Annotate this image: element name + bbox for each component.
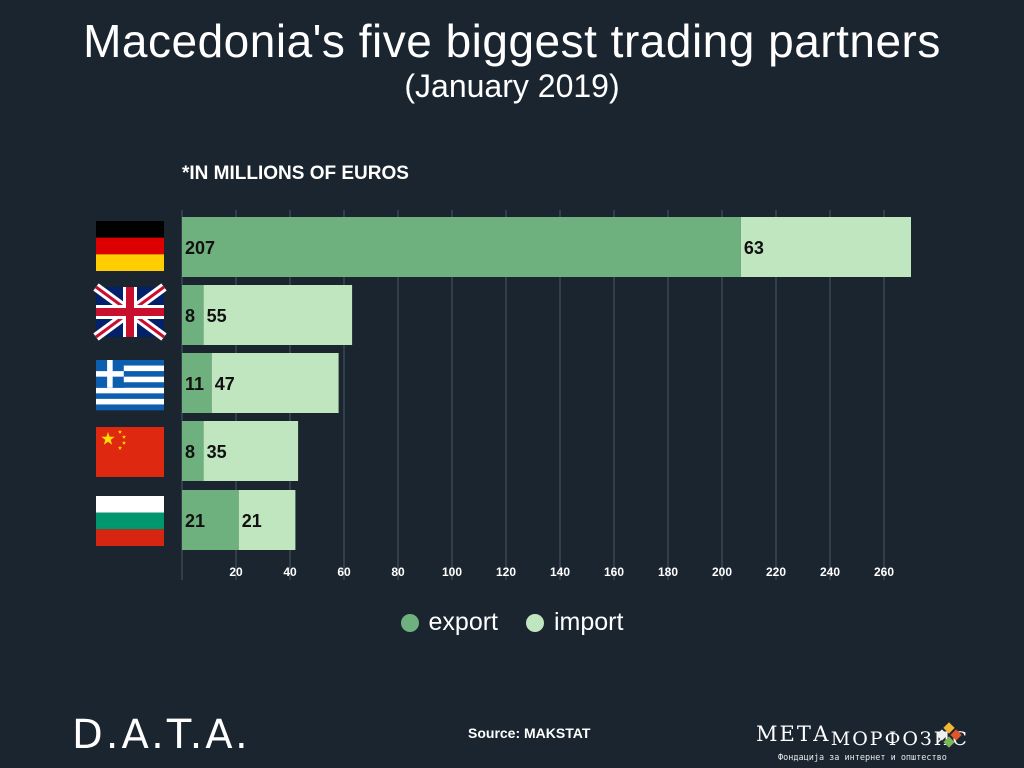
x-tick-label: 20 [229, 565, 243, 579]
legend-item-export[interactable]: export [400, 608, 498, 637]
export-value-label: 21 [185, 511, 205, 531]
x-tick-label: 200 [712, 565, 732, 579]
export-value-label: 8 [185, 306, 195, 326]
import-value-label: 35 [207, 442, 227, 462]
bar-export[interactable] [182, 490, 239, 550]
bar-import[interactable] [203, 285, 353, 345]
legend-import-label: import [554, 608, 624, 636]
x-tick-label: 240 [820, 565, 840, 579]
legend-item-import[interactable]: import [526, 608, 623, 637]
bar-export[interactable] [182, 421, 204, 481]
x-tick-label: 160 [604, 565, 624, 579]
logo-part-morfozis: МОРФОЗИС [830, 728, 969, 750]
x-tick-label: 100 [442, 565, 462, 579]
export-value-label: 11 [185, 374, 204, 394]
bar-import[interactable] [238, 490, 296, 550]
bulgaria-flag-icon [96, 496, 164, 546]
metamorphosis-logo: МЕТАМОРФОЗИС Фондација за интернет и опш… [756, 722, 967, 763]
x-tick-label: 260 [874, 565, 894, 579]
data-logo: D.A.T.A. [72, 712, 251, 758]
export-value-label: 207 [185, 238, 215, 258]
x-tick-label: 220 [766, 565, 786, 579]
germany-flag-icon [96, 221, 164, 271]
export-value-label: 8 [185, 442, 195, 462]
bar-export[interactable] [182, 353, 212, 413]
import-value-label: 47 [215, 374, 235, 394]
import-value-label: 63 [744, 238, 764, 258]
x-tick-label: 120 [496, 565, 516, 579]
source-note: Source: MAKSTAT [468, 725, 591, 741]
bar-export[interactable] [182, 285, 204, 345]
export-swatch [400, 613, 419, 632]
x-tick-label: 140 [550, 565, 570, 579]
logo-part-meta: МЕТА [756, 722, 831, 746]
legend-export-label: export [428, 608, 498, 636]
x-tick-label: 60 [337, 565, 351, 579]
import-value-label: 21 [242, 511, 262, 531]
uk-flag-icon [93, 283, 167, 341]
greece-flag-icon [96, 360, 164, 411]
logo-mark-icon [936, 722, 962, 748]
china-flag-icon [96, 427, 164, 477]
unit-note: *IN MILLIONS OF EUROS [182, 163, 409, 184]
x-tick-label: 40 [283, 565, 297, 579]
import-swatch [526, 613, 544, 632]
bar-import[interactable] [203, 421, 299, 481]
trade-bar-chart: 207 63 8 55 11 47 8 35 21 21 20 40 60 80 100 120 140 160… [93, 210, 911, 580]
chart-legend: export import [0, 608, 1024, 637]
bar-import[interactable] [740, 217, 911, 277]
logo-tagline: Фондација за интернет и општество [778, 753, 947, 763]
bar-export[interactable] [182, 217, 741, 277]
x-tick-label: 80 [391, 565, 405, 579]
chart-title: Macedonia's five biggest trading partner… [83, 15, 941, 67]
bar-import[interactable] [211, 353, 339, 413]
chart-subtitle: (January 2019) [404, 68, 620, 104]
import-value-label: 55 [207, 306, 227, 326]
x-tick-label: 180 [658, 565, 678, 579]
